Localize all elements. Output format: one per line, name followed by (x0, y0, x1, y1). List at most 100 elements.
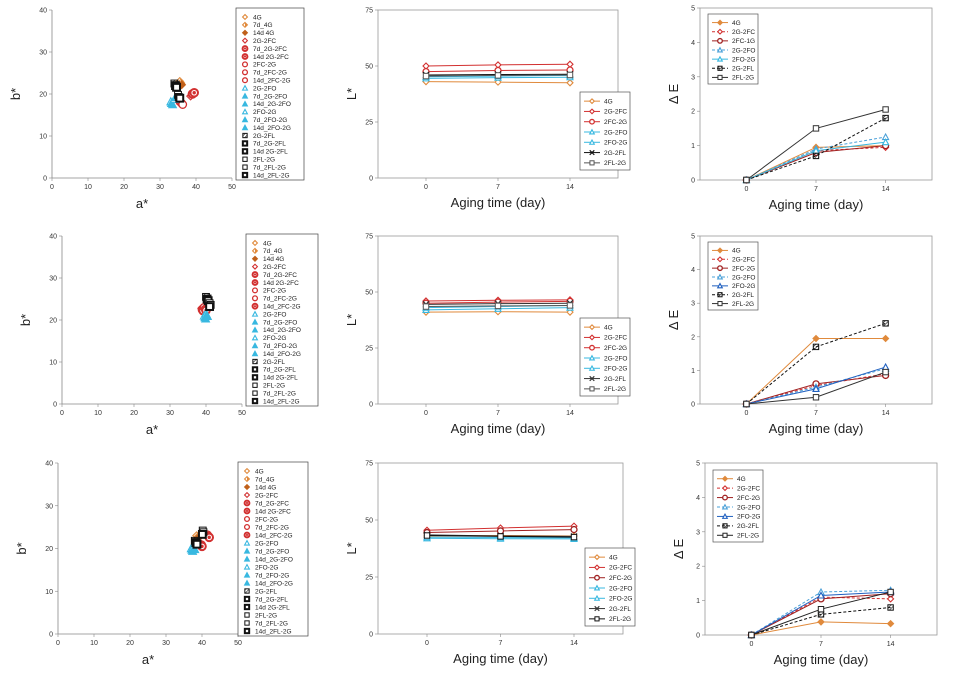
legend-label: 2FC-2G (609, 575, 632, 582)
legend-marker (716, 247, 724, 254)
legend-marker (241, 37, 249, 44)
legend-label: 2FC-2G (737, 495, 760, 502)
legend-label: 7d_4G (253, 22, 273, 29)
data-point (192, 539, 202, 549)
legend-marker (717, 65, 723, 71)
scatter-2-xtick-label: 50 (234, 640, 242, 647)
legend-marker (243, 499, 251, 507)
legend-marker (243, 475, 251, 483)
data-point (167, 99, 178, 109)
legend-label: 7d_2FO-2G (263, 343, 297, 350)
data-point (882, 106, 889, 113)
legend-label: 2FC-2G (253, 62, 276, 69)
y-axis-title: Δ E (666, 84, 681, 105)
legend-marker (716, 282, 724, 289)
legend-label: 14d 2G-2FL (255, 604, 290, 611)
legend-marker (593, 594, 601, 601)
legend-label: 2FL-2G (263, 383, 285, 390)
legend-label: 2G-2FC (609, 565, 632, 572)
scatter-0-ytick-label: 40 (39, 8, 47, 15)
legend-marker (716, 273, 724, 280)
legend-marker (251, 318, 259, 325)
legend-label: 4G (604, 324, 613, 331)
lstar-ytick-label: 75 (365, 234, 373, 241)
legend-label: 4G (732, 248, 741, 255)
legend-marker (243, 523, 251, 531)
legend-label: 7d_2G-2FO (255, 548, 289, 555)
lstar-ytick-label: 25 (365, 120, 373, 127)
legend-label: 2G-2FC (604, 109, 627, 116)
data-point (886, 595, 895, 603)
legend-marker (589, 386, 595, 392)
deltae-ytick-label: 1 (696, 598, 700, 605)
x-axis-title: Aging time (day) (769, 197, 864, 212)
legend-label: 14d_2G-2FO (263, 327, 301, 334)
lstar-xtick-label: 14 (570, 640, 578, 647)
scatter-1-xtick-label: 30 (166, 410, 174, 417)
legend-label: 2FO-2G (737, 514, 760, 521)
legend-marker (251, 342, 259, 349)
lstar-ytick-label: 50 (365, 290, 373, 297)
deltae-ytick-label: 4 (691, 267, 695, 274)
deltae-ytick-label: 5 (691, 234, 695, 241)
legend-marker (241, 45, 249, 52)
legend-label: 2FC-2G (604, 119, 627, 126)
lstar-chart-0: 0 25 50 75 0 7 14 Aging time (day) L* 4G 2G-2FC 2FC… (344, 8, 631, 210)
data-point (812, 334, 820, 343)
data-point (566, 60, 574, 68)
deltae-xtick-label: 14 (887, 641, 895, 648)
legend-label: 7d_2G-2FO (253, 93, 287, 100)
legend-label: 2G-2FO (604, 355, 627, 362)
legend-label: 7d_2FL-2G (263, 390, 296, 397)
legend-marker (241, 100, 249, 107)
legend-label: 4G (263, 240, 272, 247)
legend-label: 2FO-2G (604, 366, 627, 373)
deltae-xtick-label: 7 (814, 186, 818, 193)
legend-marker (242, 156, 248, 162)
legend-label: 2FC-2G (263, 288, 286, 295)
x-axis-title: Aging time (day) (453, 651, 548, 666)
legend-marker (589, 375, 595, 382)
legend-marker (251, 263, 259, 270)
lstar-ytick-label: 25 (365, 575, 373, 582)
legend-marker (251, 326, 259, 333)
legend-marker (588, 138, 596, 145)
legend-marker (721, 503, 729, 510)
legend-marker (241, 92, 249, 99)
legend-marker (722, 494, 728, 501)
scatter-1-xtick-label: 10 (94, 410, 102, 417)
legend-marker (242, 164, 248, 170)
legend-marker (243, 539, 251, 546)
scatter-2-xtick-label: 0 (56, 640, 60, 647)
lstar-xtick-label: 0 (424, 410, 428, 417)
scatter-1-xtick-label: 40 (202, 410, 210, 417)
legend-label: 7d_2FC-2G (255, 524, 289, 531)
legend-marker (241, 84, 249, 91)
lstar-xtick-label: 14 (566, 410, 574, 417)
scatter-0-ytick-label: 10 (39, 134, 47, 141)
legend-label: 7d_2FO-2G (253, 117, 287, 124)
legend-marker (251, 350, 259, 357)
deltae-ytick-label: 2 (691, 334, 695, 341)
legend-label: 2FC-2G (255, 516, 278, 523)
legend-label: 2G-2FC (255, 492, 278, 499)
deltae-ytick-label: 1 (691, 368, 695, 375)
legend-marker (722, 532, 728, 538)
scatter-0-xtick-label: 30 (156, 184, 164, 191)
deltae-chart-0: 0 1 2 3 4 5 0 7 14 Aging time (day) Δ E 4G 2G-2FC 2FC… (666, 6, 933, 212)
data-point (881, 334, 890, 343)
legend-marker (243, 563, 251, 570)
legend-marker (252, 358, 258, 365)
data-point (743, 400, 750, 408)
deltae-ytick-label: 3 (696, 529, 700, 536)
legend-marker (589, 160, 595, 166)
scatter-2-ytick-label: 10 (45, 589, 53, 596)
data-point (887, 604, 894, 611)
lstar-ytick-label: 50 (365, 64, 373, 71)
legend-marker (717, 265, 723, 272)
y-axis-title: b* (14, 542, 29, 554)
legend-label: 7d_4G (263, 248, 283, 255)
legend-label: 2G-2FC (253, 38, 276, 45)
